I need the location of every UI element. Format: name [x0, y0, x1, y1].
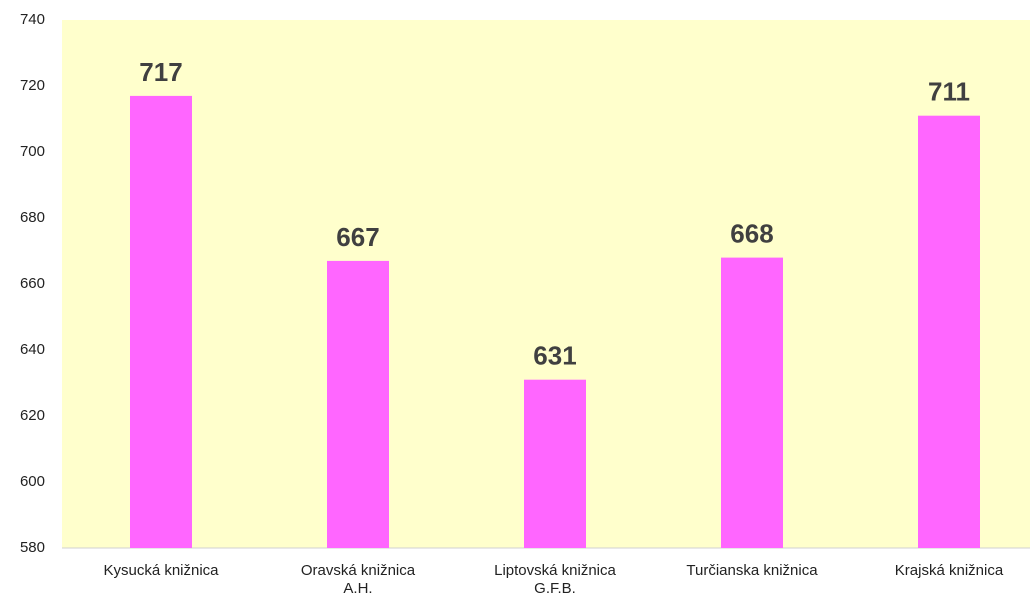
- x-tick-label: Turčianska knižnica: [686, 562, 818, 579]
- bar: [327, 260, 389, 548]
- data-label: 667: [336, 222, 379, 252]
- y-tick-label: 720: [20, 77, 45, 94]
- bar: [721, 257, 783, 548]
- data-label: 711: [928, 77, 970, 107]
- x-tick-label: Liptovská knižnica G.F.B.: [494, 562, 616, 597]
- y-tick-label: 640: [20, 341, 45, 358]
- data-label: 668: [730, 218, 773, 248]
- bar: [918, 115, 980, 548]
- bar: [524, 379, 586, 548]
- y-tick-label: 580: [20, 539, 45, 556]
- y-tick-label: 660: [20, 275, 45, 292]
- y-tick-label: 740: [20, 11, 45, 28]
- x-tick-label: Krajská knižnica: [894, 562, 1004, 579]
- data-label: 631: [533, 341, 576, 371]
- x-tick-label: Kysucká knižnica: [103, 562, 219, 579]
- bar: [130, 95, 192, 549]
- data-label: 717: [139, 57, 182, 87]
- x-tick-label: Oravská knižnica A.H.: [300, 562, 416, 597]
- y-tick-label: 620: [20, 407, 45, 424]
- y-tick-label: 680: [20, 209, 45, 226]
- y-tick-label: 600: [20, 473, 45, 490]
- y-tick-label: 700: [20, 143, 45, 160]
